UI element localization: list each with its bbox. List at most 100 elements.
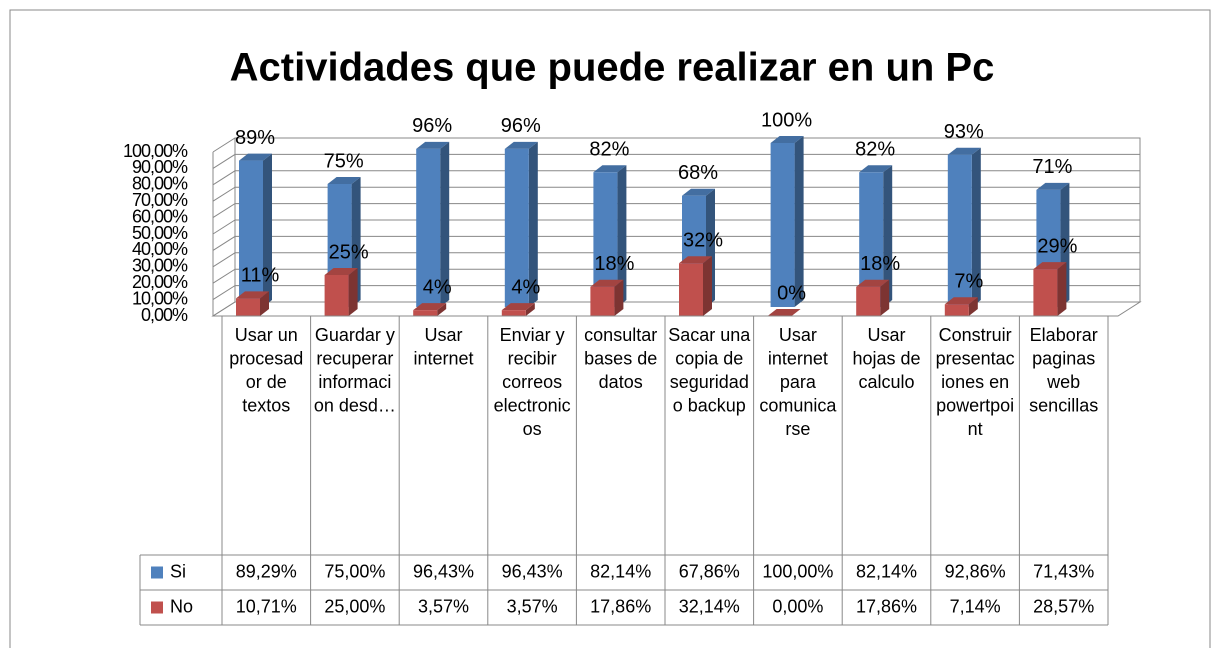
table-value: 3,57% xyxy=(418,596,469,616)
grid-line xyxy=(212,301,1140,317)
bar-top xyxy=(856,279,890,287)
data-label: 100% xyxy=(761,109,812,131)
table-value: 96,43% xyxy=(502,561,563,581)
bar-top xyxy=(239,153,272,161)
table-value: 89,29% xyxy=(236,561,297,581)
bar-top xyxy=(413,303,447,311)
data-label: 68% xyxy=(678,162,718,184)
bar xyxy=(947,154,972,307)
grid-line xyxy=(212,186,1140,202)
table-value: 25,00% xyxy=(324,596,385,616)
data-label: 4% xyxy=(423,276,452,298)
bar xyxy=(1033,269,1058,316)
bar-side xyxy=(794,136,804,307)
bar-side xyxy=(348,268,358,316)
x-tick-label: Elaborar paginas web sencillas xyxy=(1029,325,1098,416)
table-value: 10,71% xyxy=(236,596,297,616)
table-value: 82,14% xyxy=(590,561,651,581)
table-value: 96,43% xyxy=(413,561,474,581)
table-value: 17,86% xyxy=(856,596,917,616)
grid-line xyxy=(212,235,1140,251)
table-value: 92,86% xyxy=(945,561,1006,581)
bar-top xyxy=(416,141,450,149)
table-value: 67,86% xyxy=(679,561,740,581)
bar-top xyxy=(944,297,978,305)
y-tick-label: 100,00% xyxy=(123,141,188,161)
bar xyxy=(239,160,263,307)
data-label: 71% xyxy=(1032,156,1072,178)
data-label: 0% xyxy=(777,282,806,304)
legend-swatch xyxy=(151,566,163,579)
bar xyxy=(856,286,881,316)
x-tick-label: Construir presentac iones en powertpoi nt xyxy=(936,325,1015,439)
table-value: 3,57% xyxy=(507,596,558,616)
grid-line xyxy=(212,219,1140,235)
bar-top xyxy=(327,177,361,184)
bar xyxy=(416,148,441,307)
bar-top xyxy=(593,165,627,173)
data-label: 4% xyxy=(511,276,540,298)
bar-top xyxy=(682,188,715,196)
x-tick-label: Usar internet para comunica rse xyxy=(759,325,837,439)
grid-line xyxy=(212,170,1140,186)
data-label: 25% xyxy=(329,241,369,263)
data-label: 96% xyxy=(412,115,452,137)
table-value: 82,14% xyxy=(856,561,917,581)
bar-top xyxy=(236,291,269,299)
data-label: 82% xyxy=(855,139,895,161)
legend-label: Si xyxy=(170,561,186,581)
table-value: 71,43% xyxy=(1033,561,1094,581)
table-value: 28,57% xyxy=(1033,596,1094,616)
bar-top xyxy=(947,147,981,155)
bar-top xyxy=(324,268,358,275)
data-label: 96% xyxy=(501,115,541,137)
bar xyxy=(413,310,438,316)
y-tick-label: 90,00% xyxy=(132,157,188,177)
y-tick-label: 30,00% xyxy=(132,256,188,276)
y-tick-label: 50,00% xyxy=(132,223,188,243)
y-tick-label: 70,00% xyxy=(132,190,188,210)
bar-top xyxy=(1033,262,1067,270)
bar-side xyxy=(437,303,447,316)
table-value: 32,14% xyxy=(679,596,740,616)
data-label: 7% xyxy=(954,271,983,293)
bar xyxy=(501,310,526,316)
bar-side xyxy=(263,153,272,307)
data-label: 18% xyxy=(860,253,900,275)
y-tick-label: 40,00% xyxy=(132,239,188,259)
table-value: 0,00% xyxy=(772,596,823,616)
bar xyxy=(770,143,795,307)
bar-top xyxy=(504,141,538,149)
bar-top xyxy=(501,303,535,311)
bar-side xyxy=(525,303,535,316)
bar xyxy=(504,148,529,307)
x-tick-label: Usar internet xyxy=(413,325,473,369)
grid-line xyxy=(212,137,1140,153)
x-tick-label: Usar un procesad or de textos xyxy=(229,325,303,416)
bar-top xyxy=(767,309,801,316)
data-label: 82% xyxy=(589,139,629,161)
bar-side xyxy=(883,165,893,307)
x-tick-label: Usar hojas de calculo xyxy=(852,325,920,392)
x-tick-label: Sacar una copia de seguridad o backup xyxy=(668,325,751,416)
table-value: 7,14% xyxy=(950,596,1001,616)
legend-label: No xyxy=(170,596,193,616)
x-tick-label: Guardar y recuperar informaci on desd… xyxy=(314,325,396,416)
y-tick-label: 80,00% xyxy=(132,174,188,194)
data-label: 11% xyxy=(241,265,280,287)
chart-border xyxy=(9,9,1211,648)
data-label: 29% xyxy=(1037,235,1077,257)
bar-side xyxy=(260,291,269,316)
bar xyxy=(679,263,703,316)
bar-top xyxy=(679,256,712,264)
bar-top xyxy=(859,165,893,173)
bar-side xyxy=(614,279,624,316)
bar-side xyxy=(617,165,627,307)
bar-side xyxy=(1057,262,1067,316)
table-value: 100,00% xyxy=(762,561,833,581)
grid-line xyxy=(212,203,1140,219)
data-label: 89% xyxy=(235,127,275,149)
bar xyxy=(324,275,349,316)
grid-line xyxy=(212,268,1140,284)
